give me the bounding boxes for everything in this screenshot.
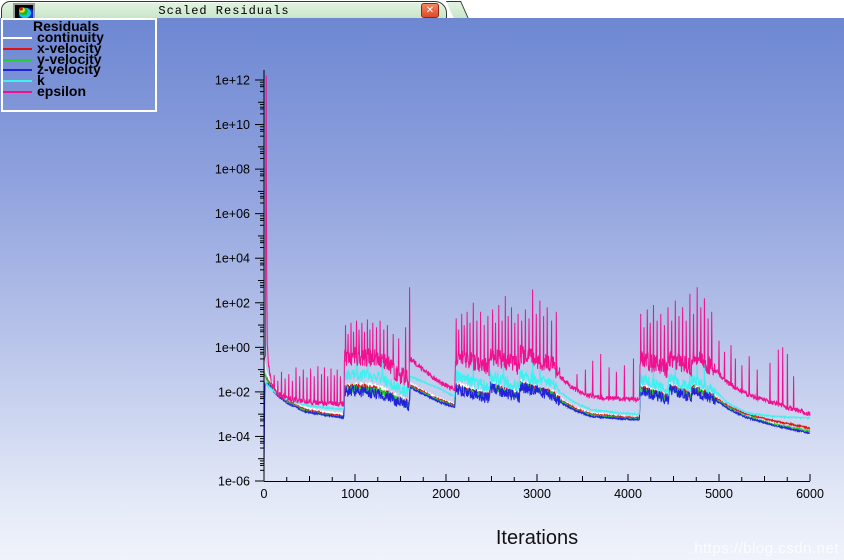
series-k bbox=[263, 351, 811, 421]
legend-entry-label: epsilon bbox=[37, 82, 87, 99]
y-tick-label: 1e+04 bbox=[215, 252, 250, 266]
x-tick-label: 5000 bbox=[705, 487, 733, 501]
y-tick-label: 1e+10 bbox=[215, 118, 250, 132]
series-continuity bbox=[263, 359, 811, 436]
legend-entry-label: k bbox=[37, 72, 45, 89]
x-tick-label: 6000 bbox=[796, 487, 824, 501]
legend-swatch bbox=[3, 69, 32, 72]
legend-swatch bbox=[3, 80, 32, 83]
legend-entry-z-velocity: z-velocity bbox=[3, 61, 155, 78]
legend-box: Residuals continuity x-velocity y-velocity… bbox=[1, 18, 157, 112]
legend-swatch bbox=[3, 58, 32, 61]
y-tick-label: 1e-02 bbox=[218, 385, 250, 399]
legend-swatch bbox=[3, 90, 32, 93]
legend-entry-label: continuity bbox=[37, 29, 104, 45]
series-epsilon bbox=[263, 75, 811, 416]
window-titlebar[interactable]: Scaled Residuals ✕ bbox=[1, 1, 447, 22]
legend-title: Residuals bbox=[33, 18, 100, 34]
legend-rows: continuity x-velocity y-velocity z-velocity… bbox=[3, 29, 155, 99]
x-tick-label: 3000 bbox=[523, 487, 551, 501]
x-tick-label: 1000 bbox=[341, 487, 369, 501]
x-tick-label: 2000 bbox=[432, 487, 460, 501]
legend-entry-epsilon: epsilon bbox=[3, 82, 155, 99]
close-icon[interactable]: ✕ bbox=[421, 3, 439, 18]
y-tick-label: 1e+00 bbox=[215, 341, 250, 355]
legend-entry-label: z-velocity bbox=[37, 61, 101, 78]
y-tick-label: 1e-04 bbox=[218, 430, 250, 444]
legend-entry-label: x-velocity bbox=[37, 39, 102, 56]
legend-entry-x-velocity: x-velocity bbox=[3, 39, 155, 56]
y-tick-label: 1e+02 bbox=[215, 296, 250, 310]
y-tick-label: 1e-06 bbox=[218, 475, 250, 489]
legend-entry-label: y-velocity bbox=[37, 50, 102, 67]
y-tick-label: 1e+06 bbox=[215, 207, 250, 221]
plot-client-area: 0 1000 2000 3000 4000 5000 6000 1e+12 1e+10 1e+08… bbox=[0, 18, 844, 560]
x-axis-title: Iterations bbox=[495, 527, 579, 549]
x-tick-label: 4000 bbox=[614, 487, 642, 501]
legend-swatch bbox=[3, 37, 32, 39]
legend-entry-k: k bbox=[3, 72, 155, 89]
legend-swatch bbox=[3, 47, 32, 50]
series-z-velocity bbox=[263, 381, 811, 465]
residuals-plot: 0 1000 2000 3000 4000 5000 6000 1e+12 1e+10 1e+08… bbox=[215, 70, 824, 501]
y-tick-label: 1e+08 bbox=[215, 163, 250, 177]
window-title: Scaled Residuals bbox=[158, 4, 290, 18]
titlebar-flare bbox=[446, 1, 469, 18]
watermark: https://blog.csdn.net bbox=[694, 540, 839, 557]
x-tick-label: 0 bbox=[261, 487, 268, 501]
legend-entry-continuity: continuity bbox=[3, 29, 155, 45]
axes bbox=[255, 70, 811, 482]
y-tick-label: 1e+12 bbox=[215, 74, 250, 88]
legend-entry-y-velocity: y-velocity bbox=[3, 50, 155, 67]
